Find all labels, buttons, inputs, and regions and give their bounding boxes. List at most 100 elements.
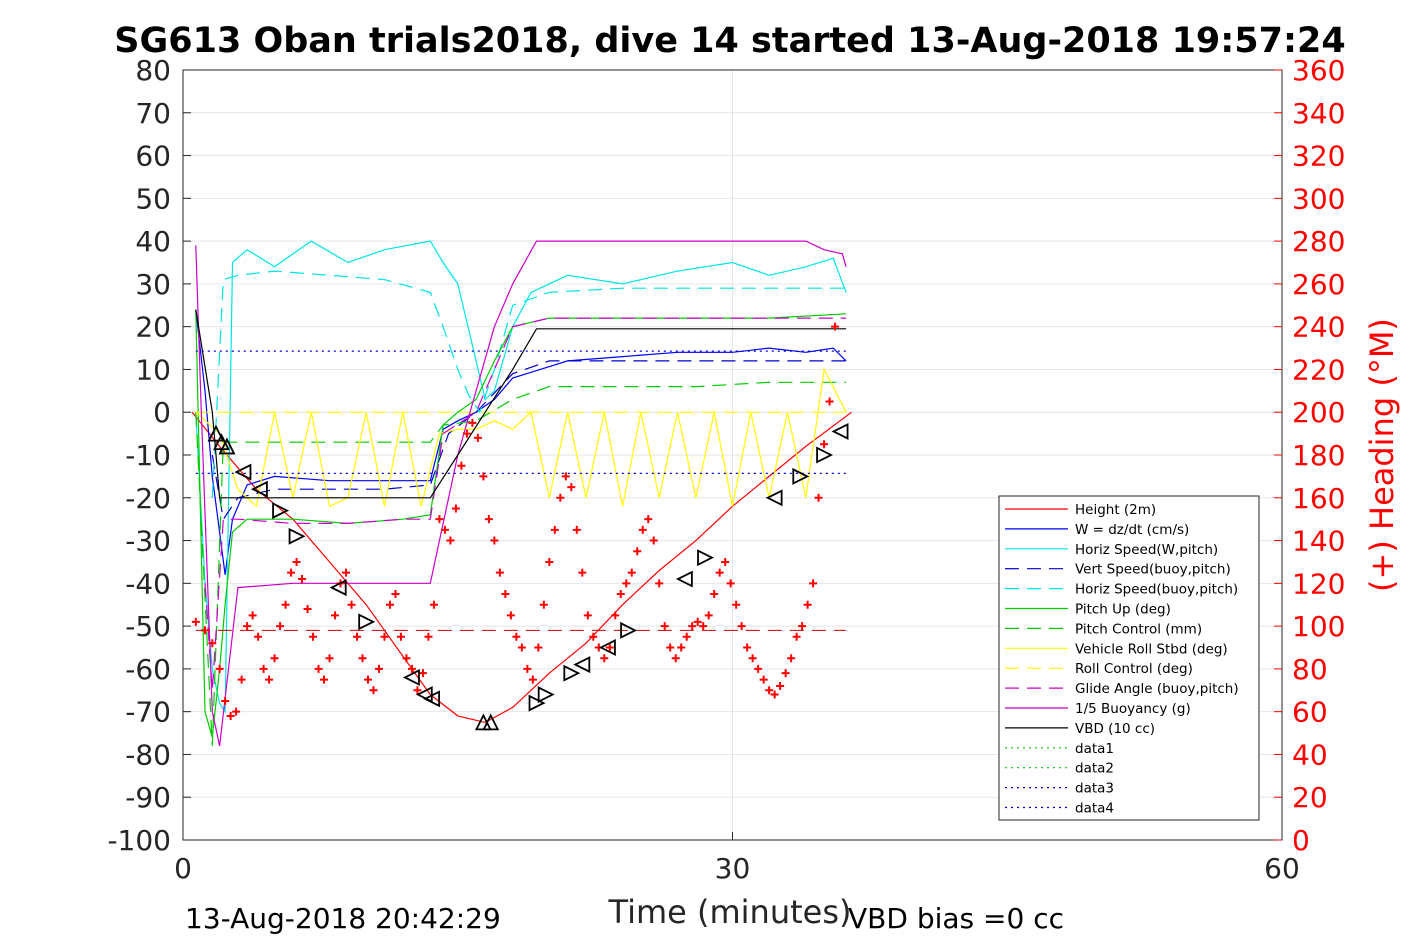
heading-point <box>418 669 427 678</box>
series-line-0 <box>191 411 852 724</box>
series-line-1 <box>195 309 847 575</box>
y-right-tick-label: 40 <box>1292 738 1328 771</box>
heading-point <box>402 654 411 663</box>
heading-point <box>682 632 691 641</box>
track-marker <box>537 686 555 704</box>
y-right-tick-label: 220 <box>1292 353 1345 386</box>
track-marker <box>402 668 420 686</box>
heading-point <box>353 632 362 641</box>
track-marker <box>765 489 783 507</box>
heading-point <box>545 557 554 566</box>
y-right-tick-label: 60 <box>1292 696 1328 729</box>
heading-point <box>781 669 790 678</box>
legend-box <box>998 495 1260 821</box>
heading-point <box>226 711 235 720</box>
heading-point <box>325 654 334 663</box>
heading-point <box>600 654 609 663</box>
series-line-10 <box>195 240 847 747</box>
heading-point <box>792 632 801 641</box>
heading-point <box>479 472 488 481</box>
y-tick-label: -30 <box>125 525 171 558</box>
heading-point <box>633 547 642 556</box>
y-tick-label: 80 <box>135 54 171 87</box>
heading-point <box>369 686 378 695</box>
heading-point <box>517 643 526 652</box>
x-tick-label: 30 <box>715 852 751 885</box>
heading-point <box>208 639 217 648</box>
track-marker <box>831 423 849 440</box>
legend-entry: VBD (10 cc) <box>1075 721 1155 737</box>
heading-point <box>732 600 741 609</box>
heading-point <box>539 600 548 609</box>
legend-entry: Vert Speed(buoy,pitch) <box>1075 562 1231 578</box>
heading-point <box>342 568 351 577</box>
vbd-bias-label: VBD bias =0 cc <box>848 902 1064 935</box>
heading-points <box>191 322 840 720</box>
y-right-tick-label: 200 <box>1292 396 1345 429</box>
heading-point <box>435 515 444 524</box>
heading-point <box>484 515 493 524</box>
heading-point <box>831 322 840 331</box>
heading-point <box>451 504 460 513</box>
y-tick-label: -20 <box>125 482 171 515</box>
heading-point <box>655 579 664 588</box>
heading-point <box>704 611 713 620</box>
y-tick-label: -90 <box>125 781 171 814</box>
heading-point <box>743 643 752 652</box>
track-marker <box>207 424 225 442</box>
heading-point <box>820 440 829 449</box>
y-tick-label: 60 <box>135 140 171 173</box>
heading-point <box>429 600 438 609</box>
heading-point <box>331 611 340 620</box>
y-tick-label: 30 <box>135 268 171 301</box>
heading-point <box>303 605 312 613</box>
y-tick-label: 50 <box>135 182 171 215</box>
heading-point <box>391 590 400 599</box>
track-marker <box>423 690 441 708</box>
heading-point <box>693 617 702 626</box>
heading-point <box>721 557 730 566</box>
legend-entry: data1 <box>1075 741 1114 757</box>
legend-entry: Horiz Speed(buoy,pitch) <box>1075 582 1238 598</box>
heading-point <box>413 686 422 695</box>
heading-point <box>666 643 675 652</box>
x-axis-label: Time (minutes) <box>608 893 852 931</box>
heading-point <box>627 568 636 577</box>
heading-point <box>512 632 521 641</box>
track-marker <box>272 502 290 520</box>
series-line-11 <box>195 309 847 499</box>
heading-point <box>270 654 279 663</box>
heading-point <box>578 568 587 577</box>
y-right-tick-label: 160 <box>1292 482 1345 515</box>
y-right-tick-label: 240 <box>1292 311 1345 344</box>
track-marker <box>482 713 500 731</box>
heading-point <box>660 622 669 631</box>
legend-entry: data4 <box>1075 801 1114 817</box>
heading-point <box>776 682 785 690</box>
footer-timestamp: 13-Aug-2018 20:42:29 <box>185 902 501 935</box>
legend-entry: 1/5 Buoyancy (g) <box>1075 701 1191 717</box>
track-marker <box>250 480 268 498</box>
heading-point <box>699 622 708 631</box>
heading-point <box>237 675 246 684</box>
legend-entry: Horiz Speed(W,pitch) <box>1075 542 1218 558</box>
x-tick-label: 0 <box>174 852 192 885</box>
y-tick-label: 70 <box>135 97 171 130</box>
y-tick-label: 40 <box>135 225 171 258</box>
legend-entry: Pitch Up (deg) <box>1075 602 1171 618</box>
heading-point <box>200 626 209 635</box>
heading-point <box>191 617 200 626</box>
series-line-3 <box>211 360 847 521</box>
heading-point <box>501 590 510 599</box>
track-marker <box>358 613 376 631</box>
x-tick-label: 60 <box>1264 852 1300 885</box>
heading-point <box>803 600 812 609</box>
heading-point <box>292 557 301 566</box>
legend-entry: Pitch Control (mm) <box>1075 621 1202 637</box>
y-right-tick-label: 120 <box>1292 567 1345 600</box>
y-tick-label: -10 <box>125 439 171 472</box>
heading-point <box>490 536 499 545</box>
track-marker <box>816 446 834 464</box>
heading-point <box>265 675 274 684</box>
